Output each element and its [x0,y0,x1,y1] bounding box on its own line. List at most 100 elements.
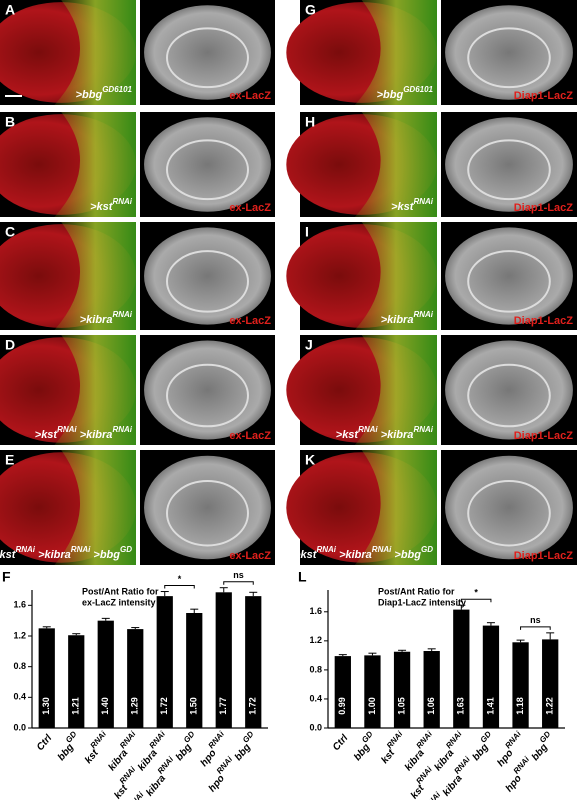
label-part: >bbg [90,549,120,561]
tissue-green [354,450,437,565]
spacer: ​ [79,736,80,737]
bar [245,596,262,728]
label-part: >kibra [35,549,71,561]
bar [127,629,144,728]
genotype-label: >kstRNAi​ [90,197,133,213]
superscript: RNAi [415,729,435,750]
panel-letter: D [5,337,15,353]
y-tick-label: 0.8 [309,664,322,674]
x-tick-label: bbgGD​ [348,729,380,762]
tissue-green [354,112,437,217]
panel-letter: G [305,2,316,18]
value-label: 1.72 [248,697,258,715]
spacer: ​ [227,736,228,737]
chart-title: Diap1-LacZ intensity [378,597,466,607]
spacer: ​ [524,736,525,737]
significance-bracket [164,585,195,589]
genotype-label: >kstRNAi​ >kibraRNAi​ [35,425,133,441]
value-label: 1.30 [41,697,51,715]
stain-label: ex-LacZ [229,430,271,442]
bar [364,655,381,728]
panel-letter: F [2,569,11,585]
value-label: 1.40 [100,697,110,715]
tissue-gray [144,340,271,440]
superscript: GD6101 [403,85,433,94]
label-part: bbg [56,742,76,763]
fold [467,480,551,547]
fold [166,139,249,201]
significance-label: ns [233,570,244,580]
label-part: hpo [207,773,227,794]
bar [334,656,351,728]
tissue-green [354,335,437,445]
label-part: >kst [90,201,114,213]
superscript: RNAi [148,729,168,750]
significance-label: * [178,574,182,584]
stain-label: ex-LacZ [229,202,271,214]
superscript: RNAi [112,310,132,319]
tissue-gray [445,227,573,325]
spacer: ​ [138,736,139,737]
value-label: 1.00 [367,697,377,715]
value-label: 1.22 [545,697,555,715]
x-tick-label: bbgGD​ [52,729,84,762]
x-tick-label: kstRNAi​ [79,729,113,766]
y-tick-label: 1.6 [309,606,322,616]
label-part: >kibra [336,549,372,561]
value-label: 1.18 [515,697,525,715]
tissue-gray [445,455,573,560]
panel-letter: A [5,2,15,18]
superscript: RNAi [57,425,77,434]
superscript: RNAi [112,425,132,434]
label-part: >kibra [381,314,414,326]
fold [166,480,249,547]
tissue-green [54,112,136,217]
label-part: >kibra [77,429,113,441]
label-part: bbg [528,742,550,765]
superscript: RNAi [444,729,464,750]
tissue-gray [445,340,573,440]
value-label: 1.77 [218,697,228,715]
panel-letter: K [305,452,315,468]
spacer: ​ [465,736,466,737]
superscript: GD [421,545,433,554]
spacer: ​ [435,736,436,737]
superscript: RNAi [503,729,523,750]
panel-letter: E [5,452,14,468]
spacer: ​ [553,736,554,737]
bar [542,639,559,728]
bar [97,620,114,728]
superscript: RNAi [413,310,433,319]
value-label: 1.05 [396,697,406,715]
chart-title: Post/Ant Ratio for [378,586,455,596]
significance-bracket [460,598,492,603]
x-tick-label: kstRNAi​ [376,729,410,766]
y-tick-label: 0.0 [13,722,26,732]
tissue-green [54,222,136,330]
superscript: RNAi [126,790,146,800]
bar [186,613,203,728]
fold [467,363,551,428]
fold [467,139,551,201]
y-tick-label: 0.4 [309,693,322,703]
tissue-gray [144,117,271,212]
tissue-green [54,450,136,565]
fold [166,27,249,89]
superscript: RNAi [413,425,433,434]
superscript: GD6101 [102,85,132,94]
bar [68,635,85,728]
fold [467,250,551,313]
tissue-green [354,0,437,105]
y-tick-label: 0.4 [13,692,26,702]
tissue-green [354,222,437,330]
spacer: ​ [494,736,495,737]
tissue-gray [144,455,271,560]
stain-label: Diap1-LacZ [514,315,574,327]
label-part: >bbg [391,549,421,561]
tissue-gray [144,5,271,100]
label-part: bbg [172,742,194,765]
label-part: bbg [231,742,253,765]
spacer: ​ [256,736,257,737]
stain-label: ex-LacZ [229,550,271,562]
